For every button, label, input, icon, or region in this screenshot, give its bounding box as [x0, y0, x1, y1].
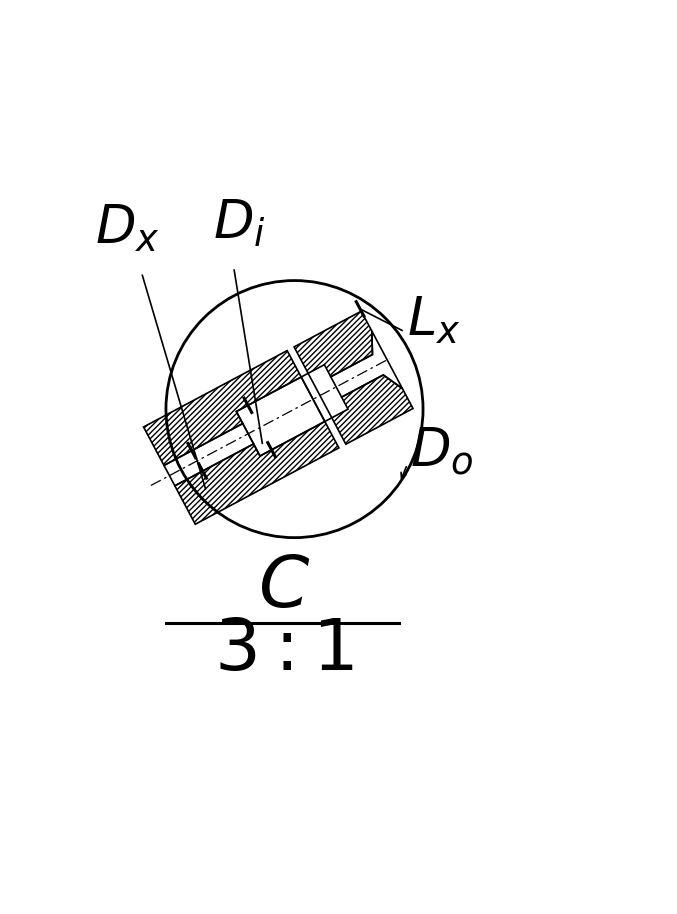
- Polygon shape: [236, 377, 325, 456]
- Polygon shape: [294, 311, 372, 377]
- Text: $D_o$: $D_o$: [410, 426, 473, 477]
- Text: $3:1$: $3:1$: [214, 613, 354, 685]
- Polygon shape: [301, 373, 332, 421]
- Text: $D_x$: $D_x$: [95, 203, 160, 254]
- Text: $L_x$: $L_x$: [408, 294, 461, 346]
- Text: $C$: $C$: [258, 550, 310, 622]
- Polygon shape: [175, 421, 339, 525]
- Text: $D_i$: $D_i$: [213, 198, 266, 250]
- Polygon shape: [144, 351, 301, 465]
- Polygon shape: [331, 331, 402, 397]
- Polygon shape: [332, 375, 413, 444]
- Polygon shape: [164, 423, 254, 486]
